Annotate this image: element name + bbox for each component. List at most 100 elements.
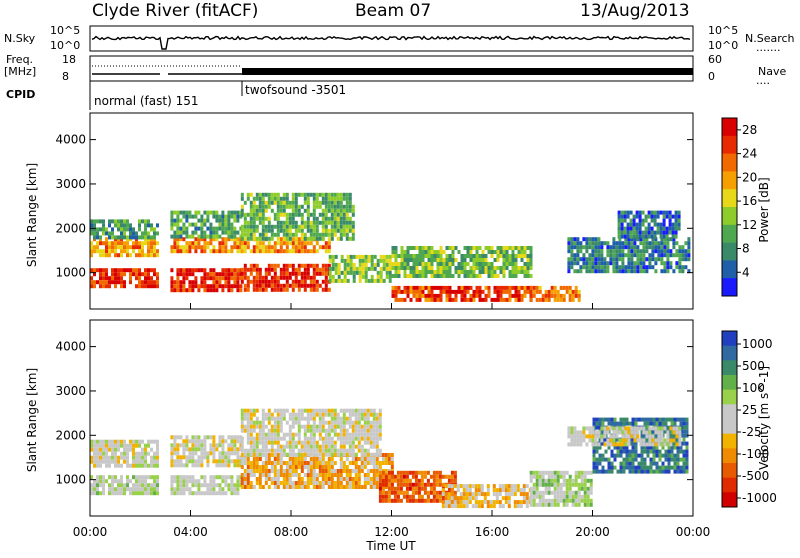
power-cell <box>376 258 380 263</box>
power-cell <box>339 236 343 241</box>
power-cell <box>337 270 341 275</box>
vel-cell <box>630 430 634 435</box>
vel-cell <box>369 457 373 461</box>
vel-cell <box>670 421 674 426</box>
vel-cell <box>306 444 310 449</box>
vel-cell <box>666 430 670 435</box>
vel-cell <box>279 444 283 449</box>
power-cell <box>379 278 383 283</box>
power-cell <box>129 227 132 232</box>
vel-cell <box>191 491 195 496</box>
power-cell <box>573 257 577 262</box>
vel-cell <box>550 490 554 495</box>
power-cell <box>677 218 681 223</box>
power-cell <box>327 208 331 213</box>
power-cell <box>430 285 434 290</box>
vel-cell <box>606 442 610 447</box>
vel-cell <box>570 434 574 439</box>
power-cell <box>297 237 301 242</box>
vel-cell <box>544 482 548 487</box>
vel-cell <box>357 436 361 441</box>
vel-cell <box>200 459 204 464</box>
vel-cell <box>132 459 135 464</box>
power-cell <box>579 257 583 262</box>
vel-cell <box>378 494 382 499</box>
power-cell <box>203 272 207 277</box>
power-cell <box>176 218 180 223</box>
vel-cell <box>179 483 183 488</box>
vel-cell <box>441 500 445 505</box>
vel-cell <box>538 490 542 495</box>
vel-cell <box>360 424 364 429</box>
vel-cell <box>384 453 388 457</box>
power-cell <box>339 232 343 237</box>
power-cell <box>618 245 622 250</box>
power-cell <box>445 246 449 250</box>
vel-cell <box>411 482 415 487</box>
vel-cell <box>236 451 240 456</box>
power-cell <box>288 224 292 229</box>
vel-cell <box>150 455 153 460</box>
power-cell <box>361 270 365 275</box>
vel-cell <box>550 478 554 483</box>
power-cell <box>336 192 340 197</box>
power-cell <box>618 249 622 254</box>
power-cell <box>638 222 642 227</box>
power-cell <box>129 253 132 258</box>
power-cell <box>424 285 428 290</box>
vel-cell <box>156 439 159 444</box>
power-cell <box>412 274 416 278</box>
power-cell <box>273 283 277 288</box>
vel-cell <box>170 479 174 484</box>
power-cell <box>615 269 619 274</box>
power-cell <box>520 246 524 250</box>
vel-cell <box>99 479 102 484</box>
power-cell <box>276 249 280 254</box>
power-cell <box>153 235 156 240</box>
power-cell <box>466 274 470 278</box>
vel-cell <box>375 481 379 485</box>
power-cell <box>120 219 123 224</box>
power-cell <box>346 278 350 283</box>
power-cell <box>454 266 458 270</box>
power-cell <box>651 265 655 270</box>
vel-cell <box>294 412 298 417</box>
vel-cell <box>387 478 391 483</box>
power-cell <box>324 263 328 268</box>
vel-cell <box>685 449 689 454</box>
power-cell <box>249 208 253 213</box>
vel-cell <box>252 457 256 461</box>
power-cell <box>203 280 207 285</box>
vel-cell <box>360 452 364 457</box>
vel-cell <box>669 442 673 447</box>
power-cell <box>276 220 280 225</box>
vel-cell <box>348 416 352 421</box>
vel-cell <box>351 477 355 481</box>
vel-cell <box>453 484 457 489</box>
power-cell <box>626 234 630 239</box>
power-cell <box>339 208 343 213</box>
vel-cell <box>123 455 126 460</box>
vel-cell <box>661 465 665 470</box>
power-cell <box>114 253 117 258</box>
power-cell <box>312 200 316 205</box>
vel-cell <box>381 453 385 457</box>
vel-cell <box>408 494 412 499</box>
power-cell <box>345 236 349 241</box>
vel-cell <box>414 470 418 475</box>
vel-cell <box>230 447 234 452</box>
vel-cell <box>182 463 186 468</box>
power-cell <box>129 245 132 250</box>
power-cell <box>240 236 244 241</box>
vel-cell <box>327 452 331 457</box>
power-cell <box>594 241 598 246</box>
vel-cell <box>255 457 259 461</box>
power-cell <box>321 196 325 201</box>
power-cell <box>312 263 316 268</box>
vel-cell <box>616 453 620 458</box>
power-cell <box>333 216 337 221</box>
vel-cell <box>264 461 268 465</box>
vel-cell <box>585 426 589 431</box>
colorbar-swatch <box>722 224 737 244</box>
power-cell <box>206 241 210 246</box>
